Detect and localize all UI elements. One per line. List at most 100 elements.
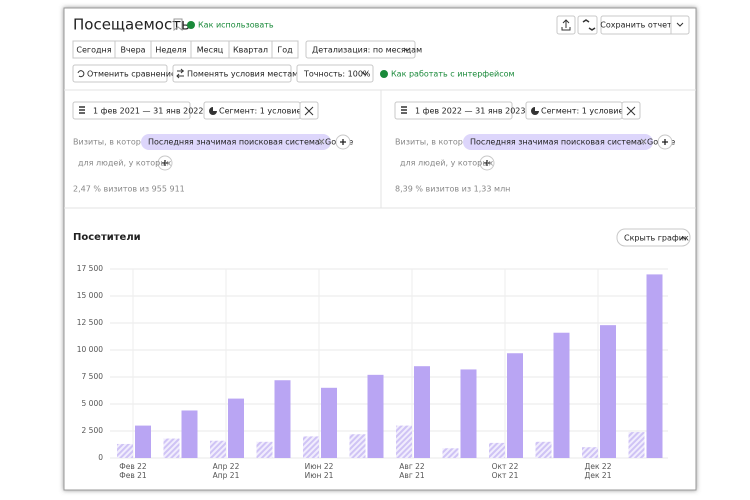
bar — [582, 447, 598, 458]
cancel-compare-button[interactable] — [72, 64, 168, 83]
plus-icon — [340, 139, 346, 145]
x-tick-sublabel: Фев 21 — [119, 471, 147, 480]
bar — [181, 410, 198, 458]
calendar-icon — [79, 106, 85, 114]
hide-chart-label: Скрыть график — [624, 234, 689, 243]
close-icon — [304, 106, 314, 116]
period-label: Неделя — [155, 46, 187, 55]
export-icon — [561, 19, 571, 31]
chart: 0 2 500 5 000 7 500 10 000 12 500 15 000 17 500… — [77, 264, 668, 480]
visits-label: Визиты, в которых — [395, 138, 474, 147]
interface-help-link[interactable]: Как работать с интерфейсом — [391, 70, 515, 79]
bookmark-icon[interactable] — [173, 18, 183, 31]
x-tick-sublabel: Авг 21 — [399, 471, 425, 480]
bar — [256, 441, 273, 458]
bar — [460, 369, 477, 458]
y-tick-label: 2 500 — [82, 426, 104, 435]
period-label: Месяц — [197, 46, 224, 55]
y-tick-label: 5 000 — [82, 399, 104, 408]
bar — [321, 387, 337, 458]
bar — [414, 366, 430, 458]
dropdown-icon[interactable] — [676, 22, 684, 27]
x-tick-sublabel: Дек 21 — [585, 471, 612, 480]
y-tick-label: 10 000 — [77, 345, 103, 354]
bar — [489, 442, 505, 458]
date-label: 1 фев 2022 — 31 янв 2023 — [415, 107, 525, 116]
segment-panels: 1 фев 2021 — 31 янв 2022 Сегмент: 1 услов… — [72, 101, 675, 194]
detail-label: Детализация: по месяцам — [312, 46, 422, 55]
chip-close-icon — [640, 138, 647, 145]
condition-label: Последняя значимая поисковая система: Go… — [470, 138, 675, 147]
period-label: Вчера — [120, 46, 145, 55]
hide-chart-button[interactable] — [616, 228, 691, 247]
bar — [135, 425, 151, 458]
detail-button[interactable] — [305, 40, 416, 59]
bar — [600, 325, 616, 458]
period-label: Сегодня — [76, 46, 111, 55]
y-tick-label: 12 500 — [77, 318, 103, 327]
x-tick-label: Окт 22 — [492, 462, 519, 471]
bar — [367, 374, 384, 458]
x-tick-label: Авг 22 — [399, 462, 425, 471]
undo-icon — [77, 70, 85, 78]
close-icon — [626, 106, 636, 116]
accuracy-button[interactable] — [296, 64, 374, 83]
summary: 8,39 % визитов из 1,33 млн — [395, 185, 510, 194]
segment-label: Сегмент: 1 условие — [219, 107, 301, 116]
period-button[interactable] — [271, 40, 299, 59]
save-button[interactable] — [600, 15, 690, 35]
summary: 2,47 % визитов из 955 911 — [73, 185, 185, 194]
collapse-icon — [679, 236, 687, 241]
plus-icon — [162, 160, 168, 166]
dropdown-icon — [403, 47, 411, 52]
x-tick-sublabel: Окт 21 — [492, 471, 519, 480]
help-link[interactable]: Как использовать — [198, 21, 274, 30]
bar — [163, 438, 180, 458]
condition-label: Последняя значимая поисковая система: Go… — [148, 138, 353, 147]
x-tick-sublabel: Апр 21 — [213, 471, 240, 480]
people-label: для людей, у которых — [78, 159, 172, 168]
cancel-compare-label: Отменить сравнение — [87, 70, 176, 79]
bar — [228, 398, 244, 458]
y-tick-label: 0 — [98, 453, 103, 462]
y-tick-label: 15 000 — [77, 291, 103, 300]
bar — [553, 332, 570, 458]
period-label: Год — [277, 46, 293, 55]
share-button[interactable] — [577, 15, 598, 35]
share-icon — [582, 19, 596, 31]
page-title: Посещаемость — [73, 16, 190, 34]
plus-icon — [484, 160, 490, 166]
x-tick-label: Фев 22 — [119, 462, 147, 471]
condition-chip[interactable] — [463, 134, 653, 150]
help-icon — [380, 70, 388, 78]
chart-title: Посетители — [73, 232, 141, 243]
date-button[interactable] — [394, 101, 513, 120]
period-label: Квартал — [233, 46, 268, 55]
x-tick-label: Дек 22 — [585, 462, 612, 471]
bar — [628, 432, 645, 458]
date-button[interactable] — [72, 101, 191, 120]
plus-icon — [662, 139, 668, 145]
save-label: Сохранить отчет — [600, 21, 672, 30]
bar — [646, 274, 663, 458]
calendar-icon — [401, 106, 407, 114]
pie-icon — [209, 107, 217, 115]
bar — [117, 443, 133, 458]
bar — [442, 448, 459, 458]
bar — [210, 440, 226, 458]
bar — [396, 425, 412, 458]
y-tick-label: 17 500 — [77, 264, 103, 273]
bar — [535, 441, 552, 458]
help-icon — [187, 21, 195, 29]
pie-icon — [531, 107, 539, 115]
segment-label: Сегмент: 1 условие — [541, 107, 623, 116]
condition-chip[interactable] — [141, 134, 331, 150]
period-group: Сегодня Вчера Неделя Месяц Квартал Год — [72, 40, 299, 59]
accuracy-label: Точность: 100% — [303, 70, 371, 79]
people-label: для людей, у которых — [400, 159, 494, 168]
swap-label: Поменять условия местами — [187, 70, 303, 79]
swap-button[interactable] — [172, 64, 292, 83]
bar — [303, 436, 319, 458]
x-tick-label: Апр 22 — [213, 462, 240, 471]
